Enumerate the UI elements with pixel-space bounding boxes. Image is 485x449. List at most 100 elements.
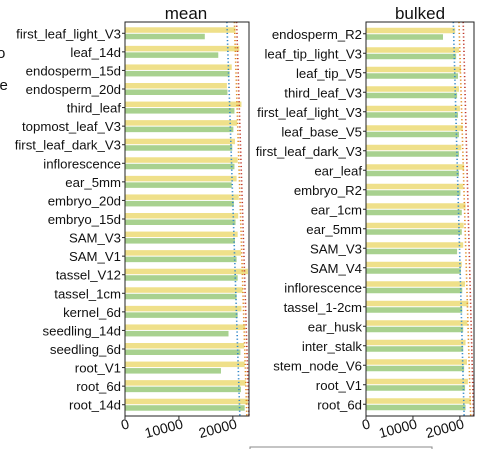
trend-line bbox=[233, 21, 248, 417]
category-label: first_leaf_light_V3 bbox=[257, 105, 362, 120]
cut-label-top: o bbox=[0, 45, 5, 62]
bar-series-b bbox=[125, 238, 235, 244]
bar-series-a bbox=[125, 305, 242, 312]
category-label: third_leaf bbox=[67, 101, 122, 116]
category-label: ear_leaf bbox=[314, 163, 362, 178]
cut-label-bottom: se bbox=[0, 77, 8, 94]
bar-series-a bbox=[366, 398, 471, 404]
category-label: ear_husk bbox=[308, 319, 363, 334]
category-label: embryo_R2 bbox=[294, 183, 362, 198]
category-label: root_V1 bbox=[316, 378, 362, 393]
bar-series-b bbox=[125, 70, 230, 77]
category-label: seedling_14d bbox=[43, 323, 121, 338]
bar-series-a bbox=[366, 339, 466, 346]
bar-series-b bbox=[125, 89, 228, 95]
plot-frame bbox=[365, 21, 475, 417]
chart-title: bulked bbox=[395, 4, 445, 23]
bar-series-a bbox=[366, 300, 469, 307]
bar-series-a bbox=[125, 250, 241, 256]
bar-series-a bbox=[366, 183, 464, 190]
category-label: SAM_V3 bbox=[310, 241, 362, 256]
bar-series-a bbox=[366, 144, 462, 151]
category-label: endosperm_15d bbox=[26, 63, 121, 78]
bar-series-b bbox=[125, 275, 238, 281]
category-label: root_6d bbox=[317, 397, 362, 412]
mean-panel: mean first_leaf_light_V3 leaf_14d endosperm… bbox=[15, 4, 250, 441]
chart-title: mean bbox=[165, 4, 208, 23]
bar-series-a bbox=[366, 105, 460, 112]
bar-series-b bbox=[125, 330, 229, 337]
bar-series-b bbox=[366, 404, 466, 411]
bar-series-a bbox=[125, 231, 238, 238]
category-label: third_leaf_V3 bbox=[284, 85, 362, 100]
bar-series-b bbox=[125, 405, 245, 411]
trend-line bbox=[462, 21, 475, 417]
category-label: embryo_15d bbox=[48, 212, 121, 227]
category-label: inflorescence bbox=[43, 156, 121, 171]
bar-series-b bbox=[366, 170, 459, 177]
bar-series-a bbox=[125, 27, 236, 33]
bar-series-b bbox=[125, 312, 238, 318]
bar-series-b bbox=[125, 256, 237, 263]
category-label: first_leaf_light_V3 bbox=[16, 26, 121, 41]
x-tick-label: 10000 bbox=[377, 415, 419, 441]
category-label: SAM_V4 bbox=[310, 261, 362, 276]
category-label: first_leaf_dark_V3 bbox=[256, 144, 362, 159]
bar-series-a bbox=[125, 268, 248, 275]
bar-series-b bbox=[125, 52, 219, 58]
bar-series-b bbox=[366, 92, 458, 99]
bar-series-b bbox=[125, 33, 205, 40]
x-tick-label: 20000 bbox=[424, 415, 466, 441]
bar-series-a bbox=[125, 138, 235, 145]
category-label: ear_5mm bbox=[65, 175, 121, 190]
bar-series-b bbox=[125, 163, 235, 170]
category-label: endosperm_20d bbox=[26, 82, 121, 97]
bar-series-a bbox=[125, 45, 240, 52]
bar-series-a bbox=[125, 398, 248, 405]
trend-line bbox=[458, 21, 472, 417]
bar-series-a bbox=[366, 261, 462, 268]
category-label: first_leaf_dark_V3 bbox=[15, 138, 121, 153]
bar-series-b bbox=[366, 73, 459, 79]
category-label: root_6d bbox=[76, 379, 121, 394]
bar-series-b bbox=[125, 219, 236, 225]
x-tick-label: 0 bbox=[360, 415, 372, 433]
category-label: ear_1cm bbox=[311, 202, 362, 217]
category-label: topmost_leaf_V3 bbox=[22, 119, 121, 134]
bar-series-a bbox=[125, 380, 246, 386]
bar-series-b bbox=[125, 293, 237, 300]
category-label: tassel_V12 bbox=[56, 268, 121, 283]
bar-series-a bbox=[366, 359, 467, 365]
bar-series-a bbox=[366, 125, 463, 131]
bar-series-a bbox=[366, 164, 465, 170]
bar-series-a bbox=[125, 83, 227, 89]
bar-series-b bbox=[366, 307, 463, 313]
bar-series-a bbox=[125, 361, 245, 368]
category-label: leaf_tip_V5 bbox=[296, 66, 362, 81]
category-label: SAM_V1 bbox=[69, 249, 121, 264]
bar-series-b bbox=[366, 229, 462, 235]
category-label: root_V1 bbox=[75, 361, 121, 376]
bar-series-b bbox=[366, 209, 462, 216]
bar-series-b bbox=[366, 287, 463, 294]
bar-series-a bbox=[125, 157, 238, 163]
bulked-panel: bulked endosperm_R2 leaf_tip_light_V3 leaf_… bbox=[256, 4, 475, 441]
legend-box-edge bbox=[249, 446, 433, 449]
category-label: leaf_tip_light_V3 bbox=[264, 46, 362, 61]
bar-series-a bbox=[366, 47, 459, 53]
category-label: seedling_6d bbox=[50, 342, 121, 357]
category-label: leaf_base_V5 bbox=[281, 124, 362, 139]
trend-line bbox=[226, 21, 241, 417]
bar-series-b bbox=[366, 365, 465, 372]
bar-series-a bbox=[125, 324, 246, 330]
category-label: root_14d bbox=[69, 398, 121, 413]
bar-series-b bbox=[125, 182, 232, 188]
bar-series-b bbox=[125, 368, 221, 374]
category-label: embryo_20d bbox=[48, 193, 121, 208]
bar-series-a bbox=[366, 203, 466, 209]
bar-series-b bbox=[125, 349, 241, 355]
x-tick-label: 0 bbox=[119, 415, 131, 433]
bar-series-b bbox=[366, 34, 444, 40]
category-label: leaf_14d bbox=[70, 45, 121, 60]
